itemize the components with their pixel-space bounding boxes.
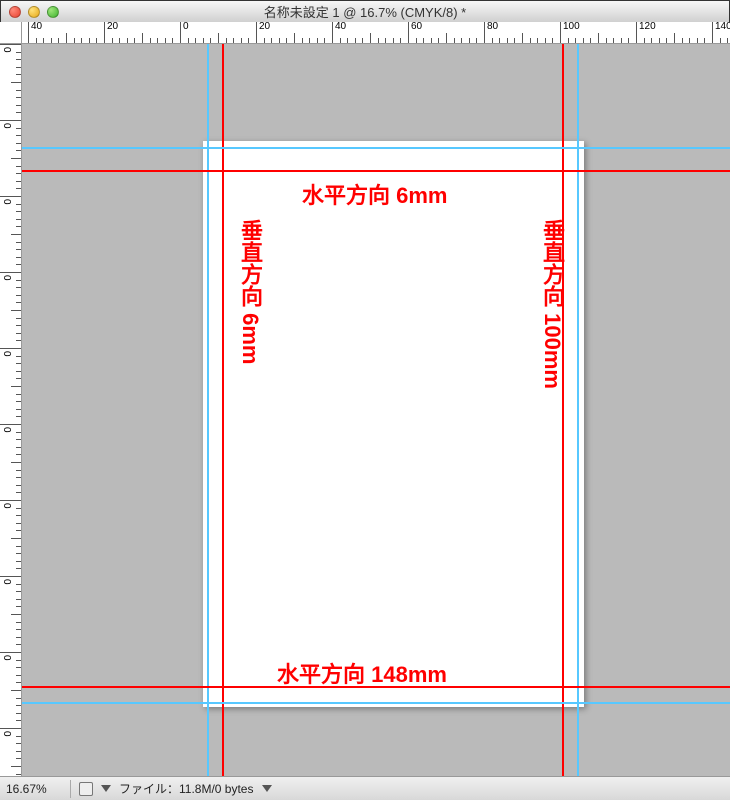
guide-horizontal[interactable] [22,686,730,688]
dropdown-icon[interactable] [101,785,111,792]
ruler-tick: 0 [0,424,22,436]
guide-horizontal[interactable] [22,170,730,172]
ruler-tick: 100 [560,22,580,44]
ruler-vertical[interactable]: 0 0 0 0 0 0 0 0 0 0 [0,44,22,776]
status-bar: 16.67% ファイル：11.8M/0 bytes [0,776,730,800]
app-window: 名称未設定 1 @ 16.7% (CMYK/8) * 4020020406080… [0,0,730,800]
dropdown-icon[interactable] [262,785,272,792]
guide-vertical[interactable] [562,44,564,776]
status-icon[interactable] [79,782,93,796]
annotation-bottom: 水平方向 148mm [277,657,447,689]
window-controls [9,6,59,18]
guide-horizontal[interactable] [22,147,730,149]
titlebar[interactable]: 名称未設定 1 @ 16.7% (CMYK/8) * [1,1,729,23]
ruler-tick: 0 [0,728,22,740]
ruler-tick: 0 [0,44,22,56]
annotation-left: 垂直方向 6mm [234,219,266,364]
ruler-origin[interactable] [0,22,22,44]
ruler-tick: 0 [0,652,22,664]
divider [70,780,71,798]
ruler-tick: 0 [0,120,22,132]
annotation-top: 水平方向 6mm [302,178,447,210]
minimize-icon[interactable] [28,6,40,18]
window-title: 名称未設定 1 @ 16.7% (CMYK/8) * [9,2,721,21]
ruler-tick: 120 [636,22,656,44]
file-info: ファイル：11.8M/0 bytes [119,780,254,797]
ruler-horizontal[interactable]: 4020020406080100120140 [22,22,730,44]
canvas-area[interactable]: 水平方向 6mm 垂直方向 6mm 垂直方向 100mm 水平方向 148mm [22,44,730,776]
ruler-tick: 0 [0,196,22,208]
ruler-tick: 0 [0,500,22,512]
ruler-tick: 0 [0,272,22,284]
zoom-level[interactable]: 16.67% [6,782,62,796]
guide-horizontal[interactable] [22,702,730,704]
zoom-icon[interactable] [47,6,59,18]
guide-vertical[interactable] [222,44,224,776]
guide-vertical[interactable] [577,44,579,776]
close-icon[interactable] [9,6,21,18]
ruler-tick: 0 [0,576,22,588]
ruler-tick: 0 [0,348,22,360]
guide-vertical[interactable] [207,44,209,776]
